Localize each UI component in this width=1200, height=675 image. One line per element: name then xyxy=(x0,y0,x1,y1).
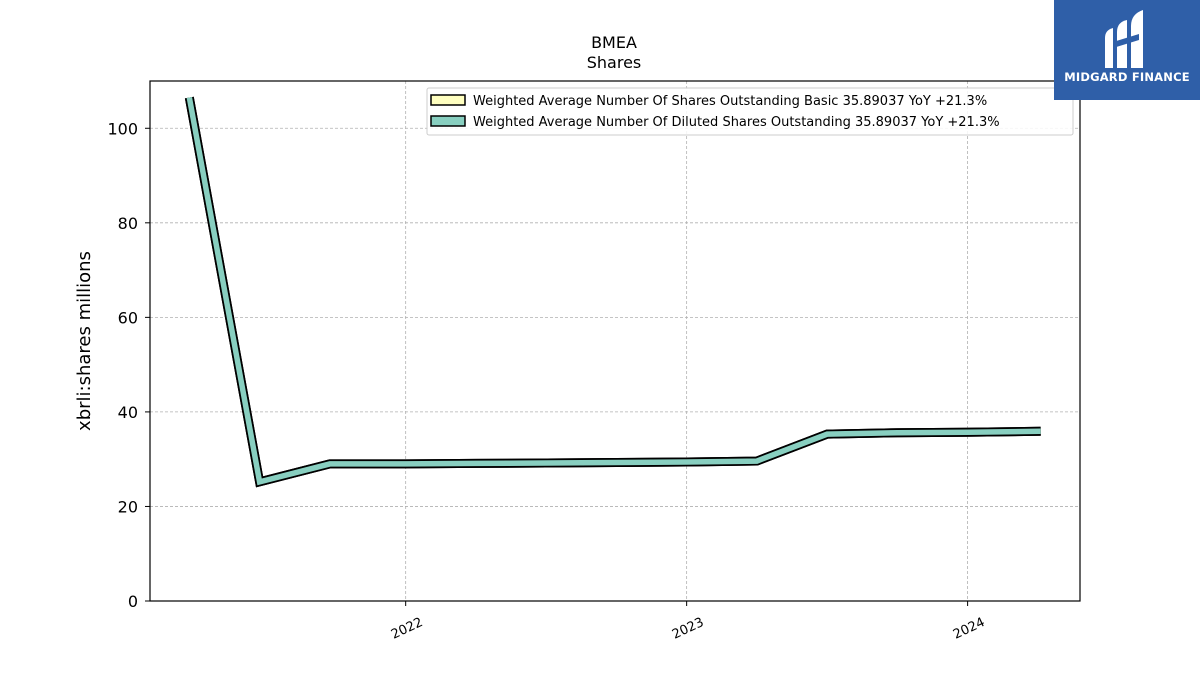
plot-frame xyxy=(149,80,1081,602)
chart-title: BMEA xyxy=(591,33,637,52)
midgard-finance-logo: MIDGARD FINANCE xyxy=(1054,0,1200,100)
series-line-outline xyxy=(184,96,1041,488)
grid xyxy=(150,81,1080,601)
series-line xyxy=(186,97,1041,486)
logo-text: MIDGARD FINANCE xyxy=(1064,70,1190,84)
x-tick-label: 2023 xyxy=(670,615,706,643)
y-tick-label: 40 xyxy=(118,403,138,422)
y-tick-label: 100 xyxy=(107,119,138,138)
y-tick-label: 0 xyxy=(128,592,138,611)
y-axis-label: xbrli:shares millions xyxy=(74,251,95,431)
series-lines xyxy=(184,96,1041,488)
legend-label: Weighted Average Number Of Diluted Share… xyxy=(473,115,1000,130)
logo-mark-icon xyxy=(1105,10,1143,68)
legend-swatch xyxy=(430,115,466,127)
axes xyxy=(149,80,1081,602)
y-tick-label: 60 xyxy=(118,308,138,327)
series-line-outline xyxy=(184,96,1041,488)
x-tick-label: 2022 xyxy=(389,615,425,643)
x-tick-label: 2024 xyxy=(951,615,987,643)
y-tick-label: 80 xyxy=(118,214,138,233)
legend: Weighted Average Number Of Shares Outsta… xyxy=(426,87,1074,136)
legend-label: Weighted Average Number Of Shares Outsta… xyxy=(473,94,987,109)
chart-subtitle: Shares xyxy=(587,53,642,72)
series-line xyxy=(186,97,1041,486)
legend-swatch xyxy=(430,94,466,106)
y-tick-label: 20 xyxy=(118,497,138,516)
legend-box xyxy=(426,87,1074,136)
